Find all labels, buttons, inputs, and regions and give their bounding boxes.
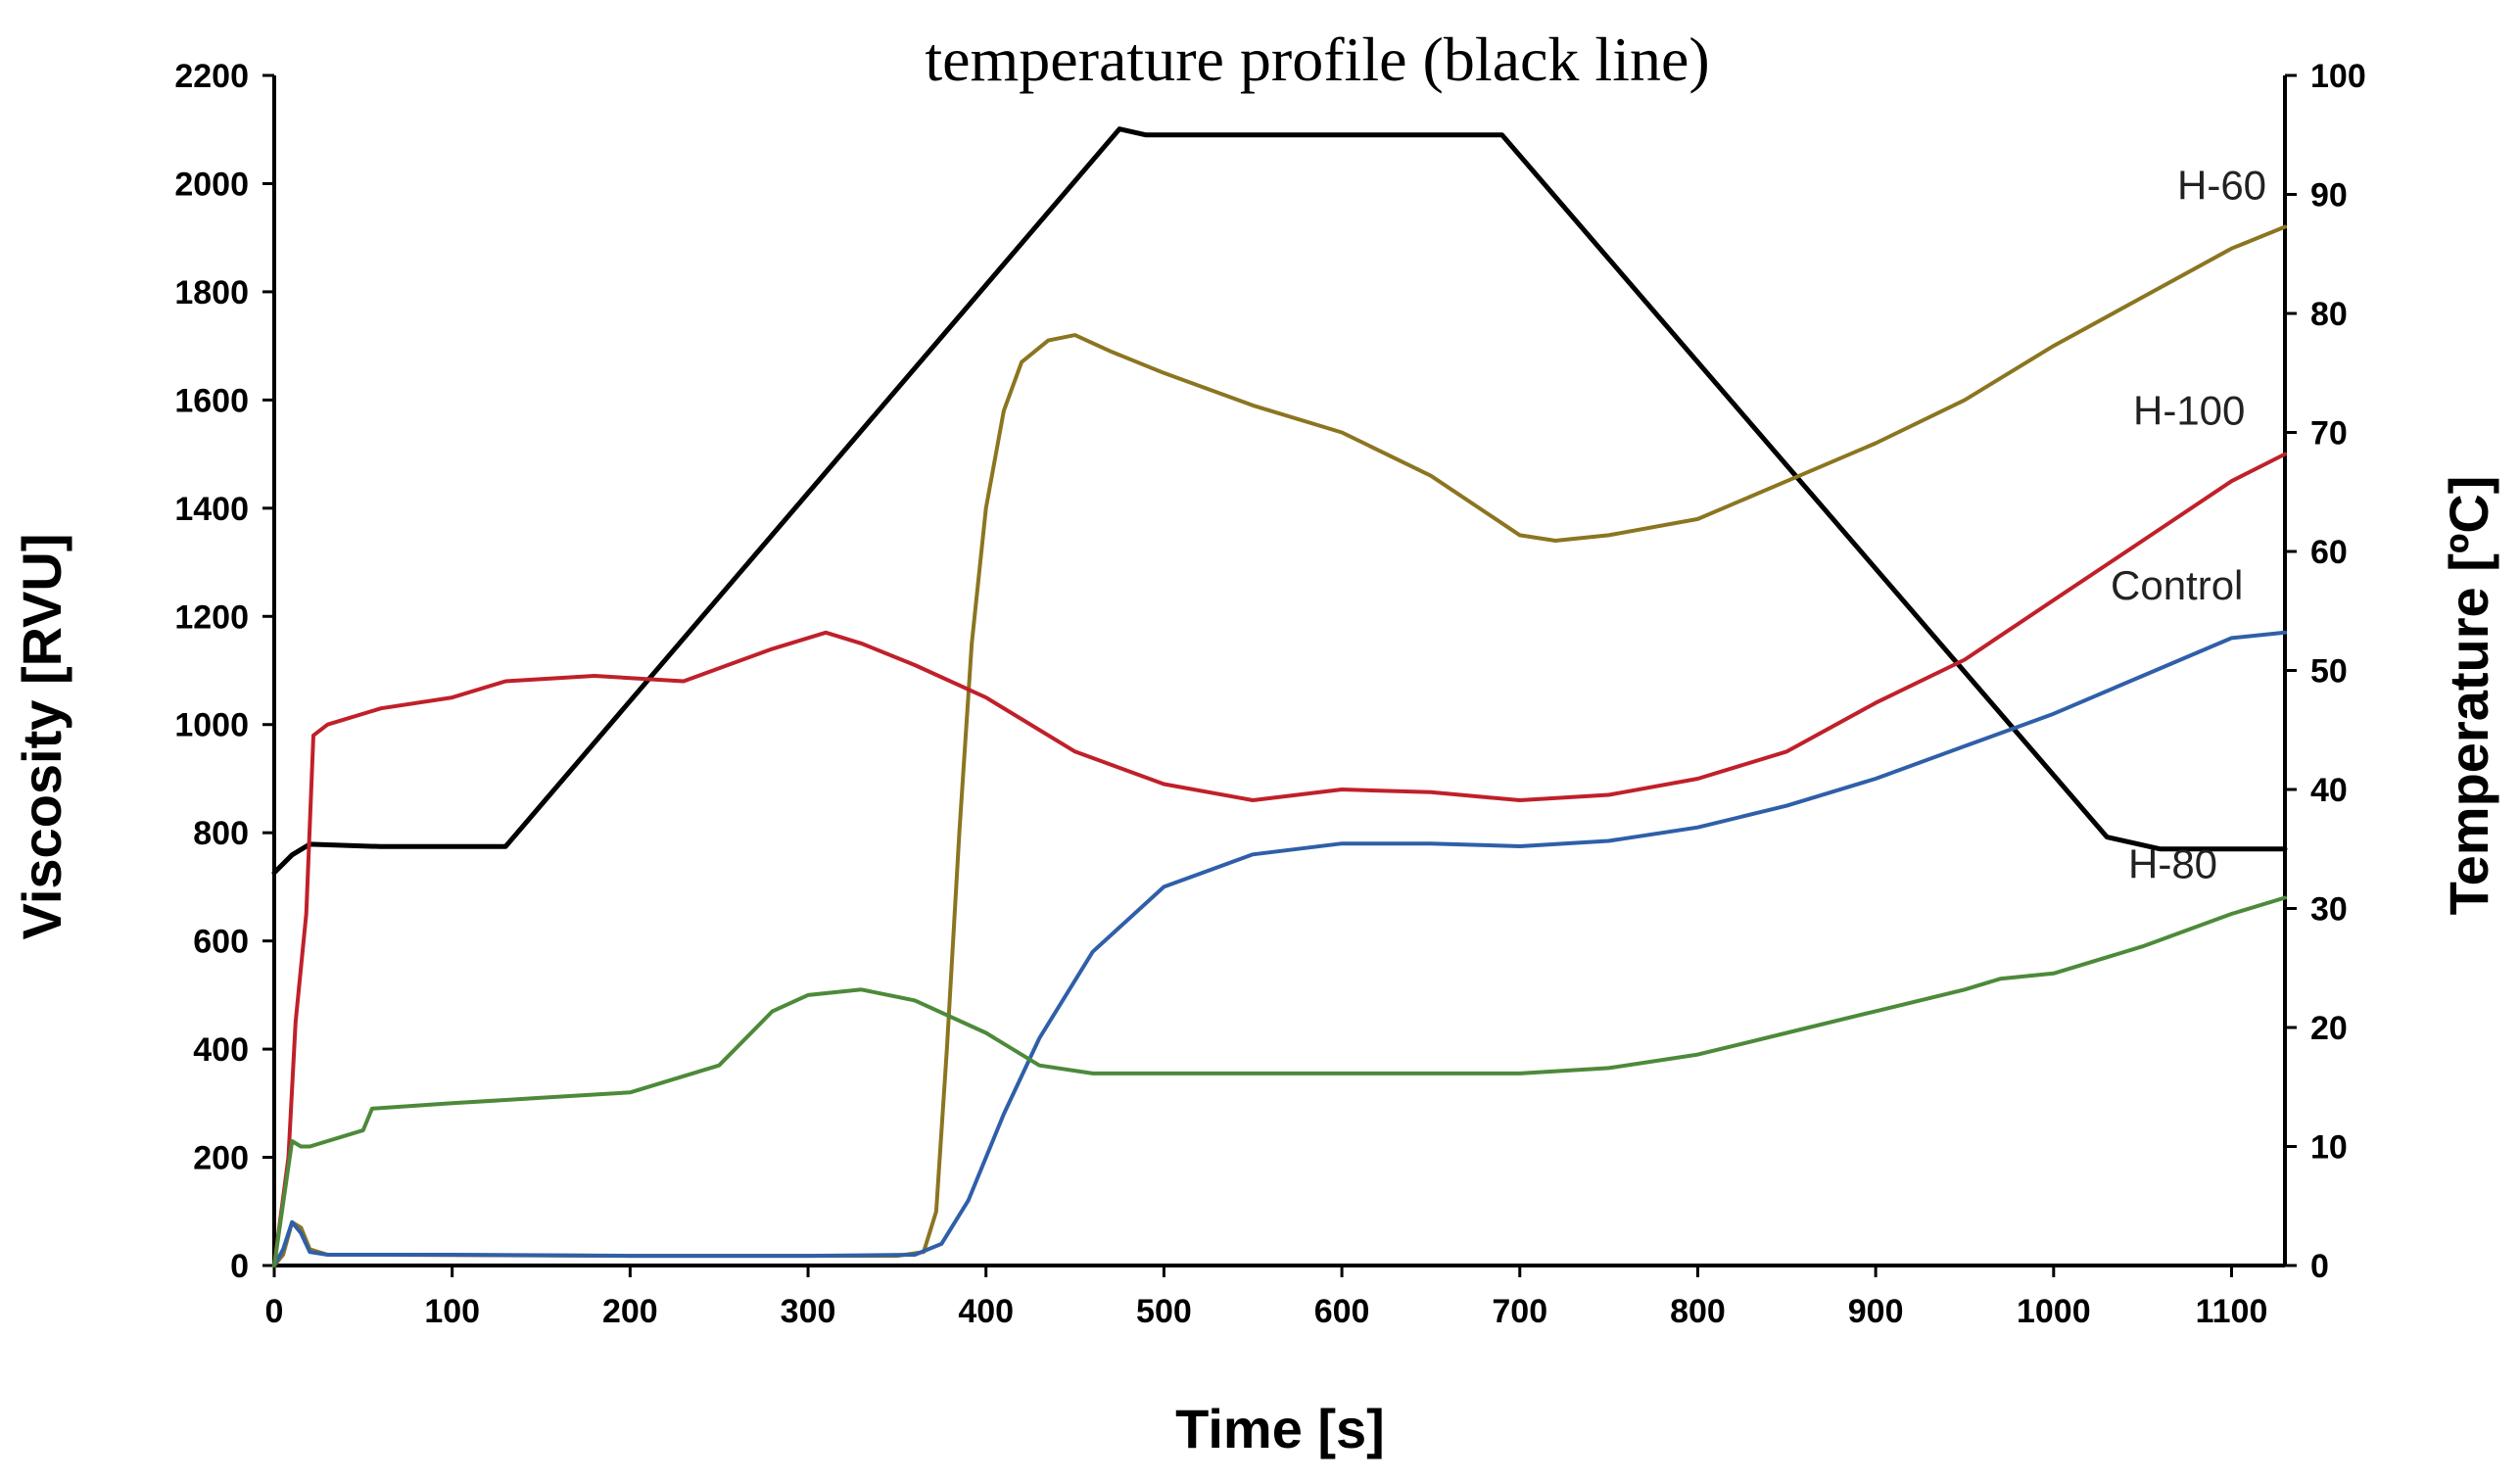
x-tick-label: 700 (1492, 1293, 1547, 1330)
axes: 0 100 200 300 400 500 600 700 800 900 1000 11000200… (174, 58, 2365, 1330)
y-tick-label: 2200 (174, 58, 249, 95)
x-tick-label: 300 (781, 1293, 836, 1330)
y2-tick-label: 0 (2310, 1248, 2329, 1285)
series-line-control (272, 630, 2287, 1267)
series-line-h-80 (272, 895, 2287, 1267)
x-tick-label: 200 (602, 1293, 658, 1330)
x-tick-label: 800 (1670, 1293, 1726, 1330)
series-labels: H-60 H-100 Control H-80 (2111, 163, 2266, 887)
x-tick-label: 600 (1314, 1293, 1370, 1330)
y-axis-title: Viscosity [RVU] (11, 534, 72, 940)
series-label-h-60: H-60 (2177, 163, 2266, 209)
y-tick-label: 400 (193, 1031, 249, 1069)
y2-tick-label: 70 (2310, 415, 2348, 453)
y2-tick-label: 80 (2310, 296, 2348, 333)
x-tick-label: 900 (1848, 1293, 1904, 1330)
y2-tick-label: 50 (2310, 653, 2348, 691)
y2-tick-label: 100 (2310, 58, 2366, 95)
x-tick-label: 0 (265, 1293, 284, 1330)
y-tick-label: 1400 (174, 491, 249, 528)
x-tick-label: 100 (424, 1293, 480, 1330)
y2-tick-label: 40 (2310, 772, 2348, 809)
x-tick-label: 400 (958, 1293, 1014, 1330)
y-tick-label: 1600 (174, 382, 249, 419)
chart-title: temperature profile (black line) (925, 24, 1709, 94)
y2-tick-label: 30 (2310, 891, 2348, 929)
y-tick-label: 0 (230, 1248, 249, 1285)
y-tick-label: 1800 (174, 274, 249, 311)
y-tick-label: 2000 (174, 166, 249, 203)
series-label-h-80: H-80 (2128, 840, 2217, 886)
y2-tick-label: 60 (2310, 534, 2348, 571)
series-line-temperature-profile (271, 126, 2288, 876)
y-tick-label: 1200 (174, 598, 249, 636)
y-tick-label: 200 (193, 1140, 249, 1177)
series-label-control: Control (2111, 562, 2243, 608)
y2-tick-label: 20 (2310, 1010, 2348, 1047)
y-tick-label: 600 (193, 924, 249, 961)
y-tick-label: 1000 (174, 707, 249, 744)
x-axis-title: Time [s] (1175, 1398, 1385, 1459)
y2-tick-label: 90 (2310, 177, 2348, 215)
x-tick-label: 1000 (2017, 1293, 2091, 1330)
series-line-h-100 (272, 452, 2287, 1267)
series-label-h-100: H-100 (2133, 388, 2245, 434)
y-tick-label: 800 (193, 815, 249, 852)
x-tick-label: 500 (1136, 1293, 1192, 1330)
x-tick-label: 1100 (2196, 1293, 2268, 1330)
series-layer (271, 126, 2288, 1267)
y2-tick-label: 10 (2310, 1129, 2348, 1167)
y2-axis-title: Temperature [ºC] (2438, 476, 2499, 916)
